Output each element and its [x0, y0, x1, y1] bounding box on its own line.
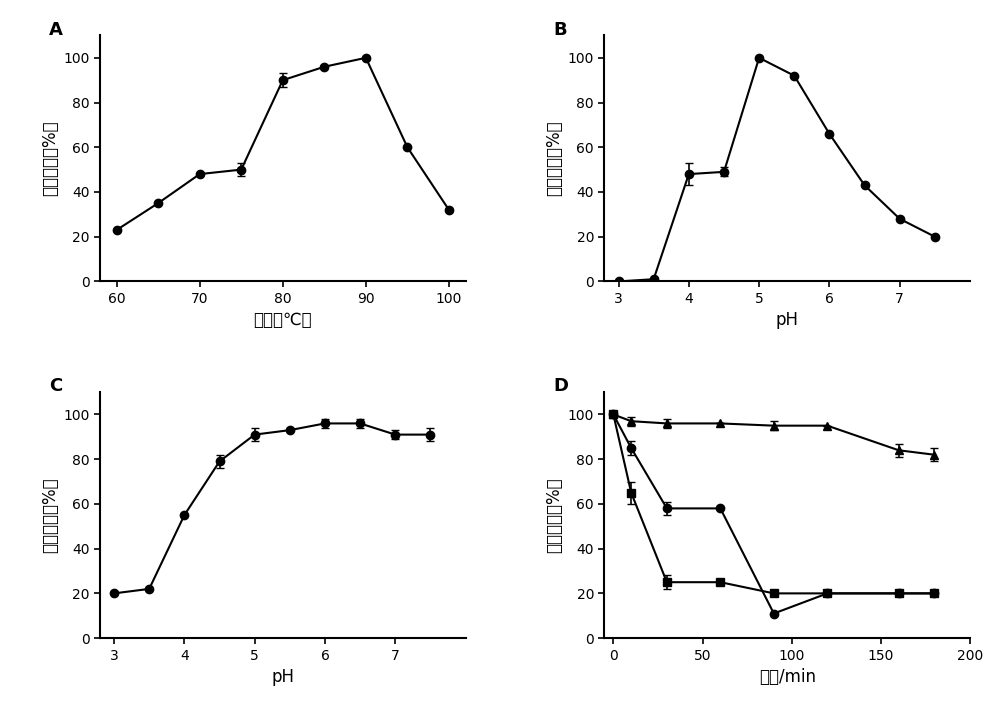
X-axis label: 温度（℃）: 温度（℃） [253, 311, 312, 330]
Text: D: D [553, 377, 568, 396]
X-axis label: 时间/min: 时间/min [759, 668, 816, 686]
X-axis label: pH: pH [776, 311, 799, 330]
Text: B: B [553, 21, 567, 39]
X-axis label: pH: pH [271, 668, 294, 686]
Y-axis label: 相关活性（%）: 相关活性（%） [41, 121, 59, 196]
Y-axis label: 相关活性（%）: 相关活性（%） [41, 477, 59, 553]
Y-axis label: 相关活性（%）: 相关活性（%） [545, 477, 563, 553]
Y-axis label: 相关活性（%）: 相关活性（%） [545, 121, 563, 196]
Text: C: C [49, 377, 62, 396]
Text: A: A [49, 21, 63, 39]
